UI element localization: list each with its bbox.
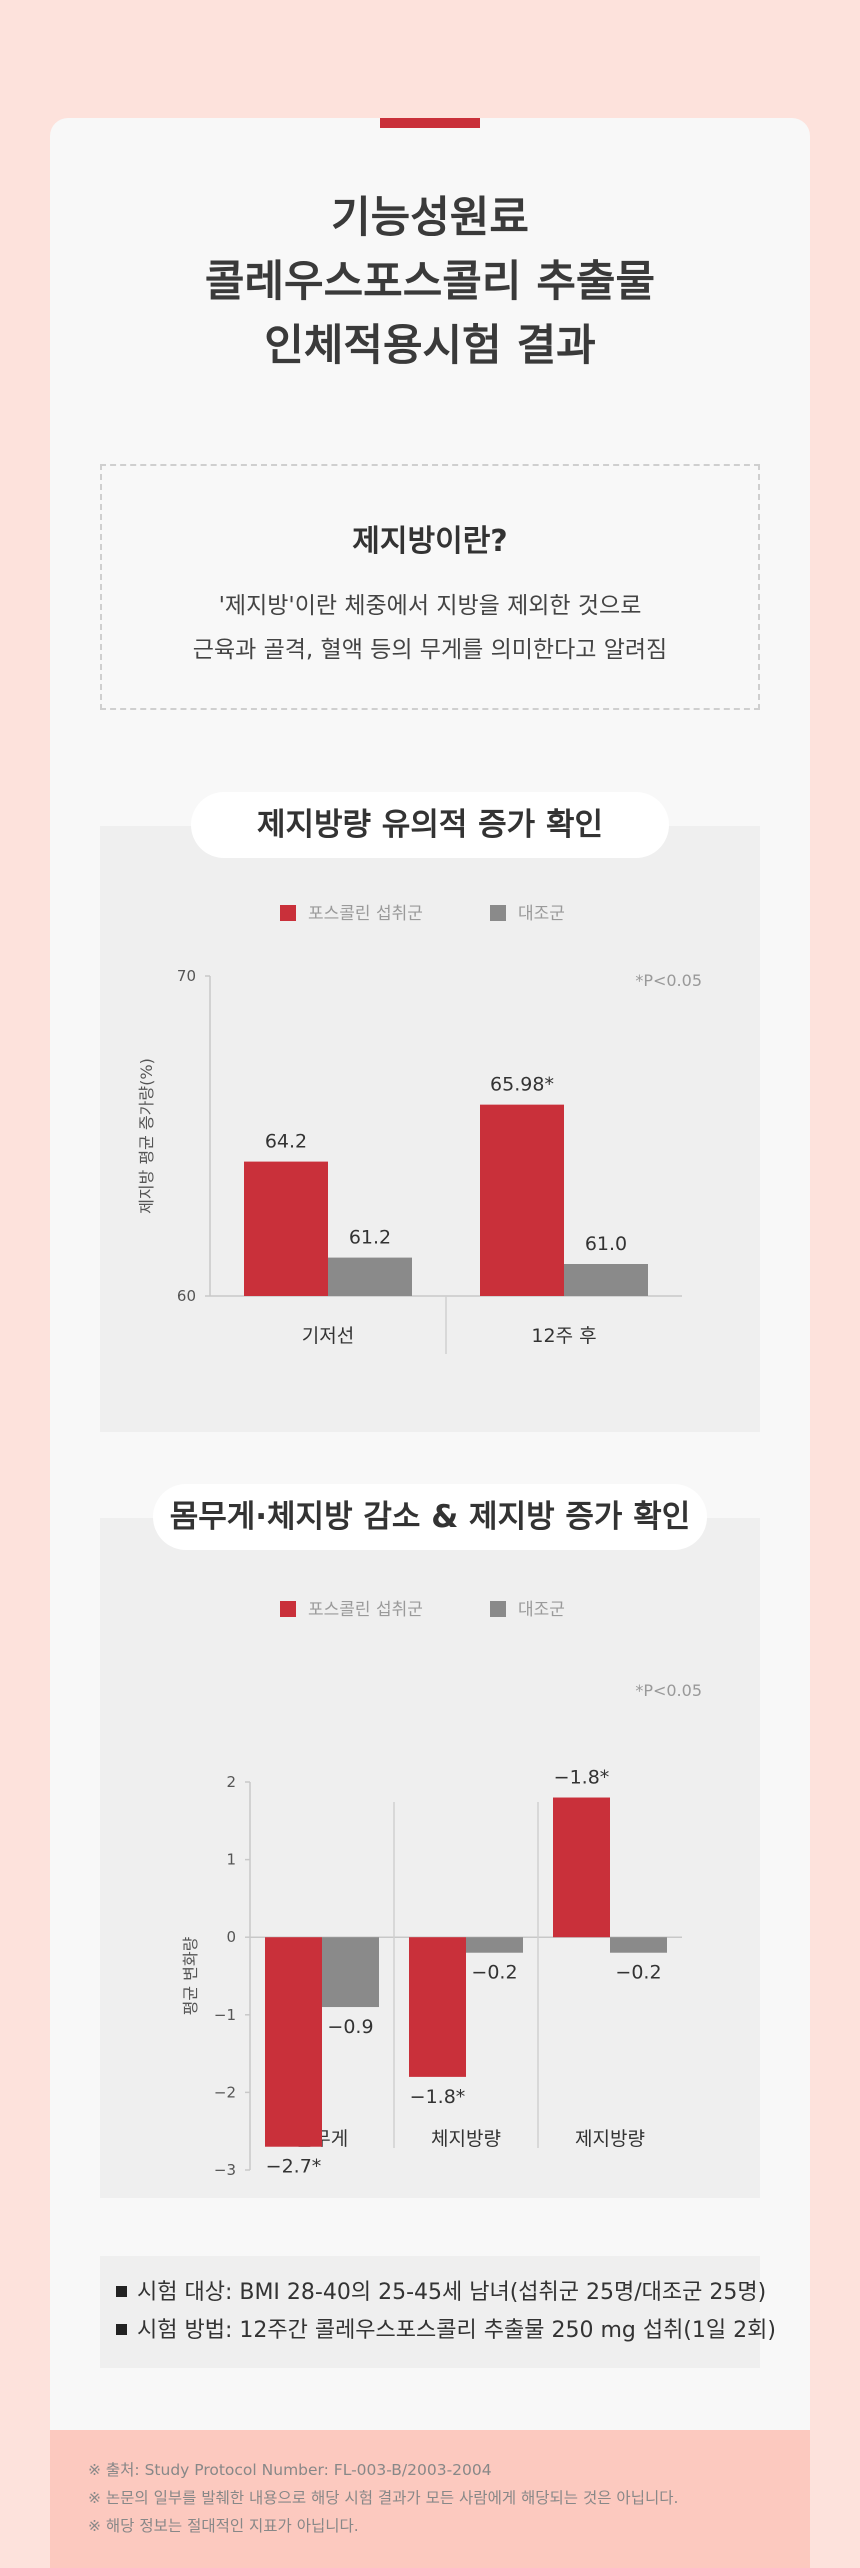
chart-panel-lean-mass: 포스콜린 섭취군 대조군 *P<0.05 제지방 평균 증가량(%) 70 60 기저선 64… <box>100 826 760 1432</box>
y-tick-label: 1 <box>226 1851 236 1869</box>
x-category-label: 12주 후 <box>531 1325 596 1347</box>
x-category-label: 기저선 <box>302 1325 354 1347</box>
legend-swatch-0 <box>280 905 296 921</box>
study-info-subjects-text: 시험 대상: BMI 28-40의 25-45세 남녀(섭취군 25명/대조군 … <box>137 2280 767 2305</box>
bar-treatment <box>265 1937 322 2147</box>
bar-control <box>328 1257 412 1296</box>
y-tick-label: −1 <box>214 2006 236 2024</box>
content-card: 기능성원료 콜레우스포스콜리 추출물 인체적용시험 결과 제지방이란? '제지방… <box>50 118 810 2568</box>
title-line-1: 기능성원료 <box>331 193 529 243</box>
bar-value-label: 65.98* <box>490 1074 554 1096</box>
bar-treatment <box>409 1937 466 2077</box>
bar-control <box>466 1937 523 1953</box>
bar-value-label: 61.2 <box>349 1227 391 1249</box>
legend-swatch-1 <box>490 1601 506 1617</box>
study-info-method-text: 시험 방법: 12주간 콜레우스포스콜리 추출물 250 mg 섭취(1일 2회… <box>137 2318 776 2343</box>
bar-control <box>564 1264 648 1296</box>
y-tick-label: 60 <box>177 1287 196 1305</box>
y-axis-label: 제지방 평균 증가량(%) <box>137 1058 156 1214</box>
legend-label-0: 포스콜린 섭취군 <box>308 904 423 924</box>
legend-label-0: 포스콜린 섭취군 <box>308 1600 423 1620</box>
footnotes: ※ 출처: Study Protocol Number: FL-003-B/20… <box>50 2430 810 2568</box>
accent-bar <box>380 118 480 128</box>
bullet-square-icon <box>116 2323 127 2335</box>
footnote-source: ※ 출처: Study Protocol Number: FL-003-B/20… <box>88 2461 492 2479</box>
footnote-disclaimer: ※ 해당 정보는 절대적인 지표가 아닙니다. <box>88 2517 359 2535</box>
definition-line-1: '제지방'이란 체중에서 지방을 제외한 것으로 <box>218 593 642 619</box>
y-axis-label: 평균 변화량 <box>181 1936 200 2015</box>
title-line-2: 콜레우스포스콜리 추출물 <box>204 257 656 307</box>
study-info-subjects: 시험 대상: BMI 28-40의 25-45세 남녀(섭취군 25명/대조군 … <box>116 2274 766 2312</box>
title-line-3: 인체적용시험 결과 <box>264 321 596 371</box>
lean-mass-chart: 포스콜린 섭취군 대조군 *P<0.05 제지방 평균 증가량(%) 70 60 기저선 64… <box>137 904 702 1354</box>
definition-line-2: 근육과 골격, 혈액 등의 무게를 의미한다고 알려짐 <box>192 637 668 663</box>
bar-value-label: −0.2 <box>615 1962 661 1984</box>
bar-treatment <box>244 1161 328 1296</box>
definition-text: '제지방'이란 체중에서 지방을 제외한 것으로 근육과 골격, 혈액 등의 무… <box>102 584 758 672</box>
legend-label-1: 대조군 <box>518 904 565 924</box>
x-category-label: 체지방량 <box>431 2128 501 2150</box>
y-tick-label: −2 <box>214 2083 236 2101</box>
bar-value-label: −2.7* <box>266 2156 322 2178</box>
study-info-method: 시험 방법: 12주간 콜레우스포스콜리 추출물 250 mg 섭취(1일 2회… <box>116 2312 776 2350</box>
bullet-square-icon <box>116 2285 127 2297</box>
bar-treatment <box>553 1797 610 1938</box>
study-info-box: 시험 대상: BMI 28-40의 25-45세 남녀(섭취군 25명/대조군 … <box>100 2256 776 2368</box>
definition-box: 제지방이란? '제지방'이란 체중에서 지방을 제외한 것으로 근육과 골격, … <box>100 464 760 710</box>
significance-note: *P<0.05 <box>635 1681 702 1700</box>
bar-value-label: 64.2 <box>265 1131 307 1153</box>
y-tick-label: −3 <box>214 2161 236 2179</box>
bar-value-label: −0.9 <box>327 2016 373 2038</box>
significance-note: *P<0.05 <box>635 971 702 990</box>
bar-value-label: 61.0 <box>585 1233 627 1255</box>
legend-swatch-0 <box>280 1601 296 1617</box>
legend-label-1: 대조군 <box>518 1600 565 1620</box>
definition-heading: 제지방이란? <box>352 524 508 559</box>
bar-value-label: −1.8* <box>410 2086 466 2108</box>
bar-control <box>322 1937 379 2008</box>
bar-value-label: −0.2 <box>471 1962 517 1984</box>
y-tick-label: 0 <box>226 1928 236 1946</box>
bar-value-label: −1.8* <box>554 1767 610 1789</box>
footnote-excerpt: ※ 논문의 일부를 발췌한 내용으로 해당 시험 결과가 모든 사람에게 해당되… <box>88 2489 679 2507</box>
bar-control <box>610 1937 667 1953</box>
page-title: 기능성원료 콜레우스포스콜리 추출물 인체적용시험 결과 <box>50 186 810 378</box>
bar-treatment <box>480 1104 564 1296</box>
chart-heading-weight-change: 몸무게·체지방 감소 & 제지방 증가 확인 <box>153 1484 707 1550</box>
chart-heading-lean-mass: 제지방량 유의적 증가 확인 <box>191 792 669 858</box>
legend-swatch-1 <box>490 905 506 921</box>
y-tick-label: 70 <box>177 967 196 985</box>
x-category-label: 제지방량 <box>575 2128 645 2150</box>
y-tick-label: 2 <box>226 1773 236 1791</box>
